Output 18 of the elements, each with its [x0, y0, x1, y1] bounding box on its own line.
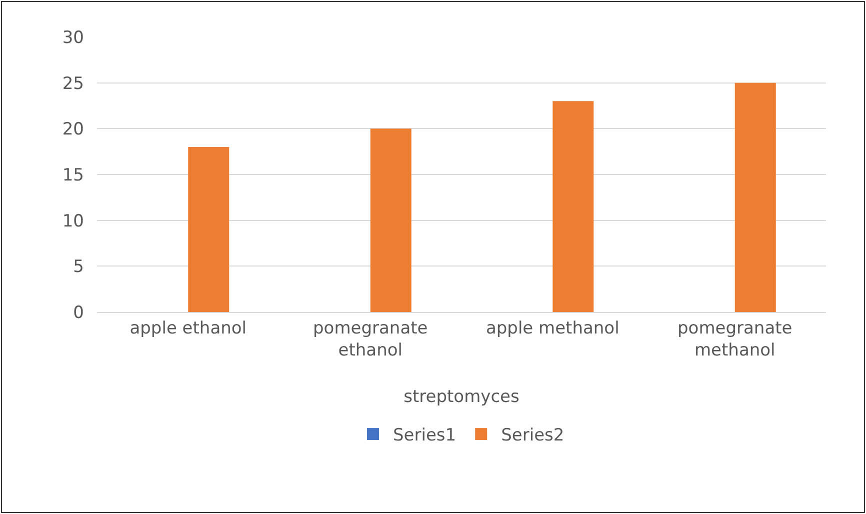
bar: [188, 147, 230, 312]
y-tick-label: 30: [62, 28, 84, 48]
y-tick-label: 15: [62, 165, 84, 186]
bar: [734, 82, 776, 312]
y-tick-label: 10: [62, 211, 84, 232]
bar: [370, 128, 412, 312]
y-tick-label: 5: [73, 257, 84, 278]
legend-label: Series1: [393, 426, 456, 446]
x-tick-label: pomegranate ethanol: [313, 318, 428, 360]
y-tick-label: 25: [62, 74, 84, 94]
bar: [552, 101, 594, 312]
x-tick-label: apple ethanol: [130, 318, 247, 338]
x-axis-title: streptomyces: [404, 386, 520, 407]
y-tick-label: 20: [62, 120, 84, 140]
x-tick-label: apple methanol: [486, 318, 620, 338]
y-tick-label: 0: [73, 302, 84, 323]
x-tick-label: pomegranate methanol: [678, 318, 792, 360]
legend-label: Series2: [501, 426, 564, 446]
